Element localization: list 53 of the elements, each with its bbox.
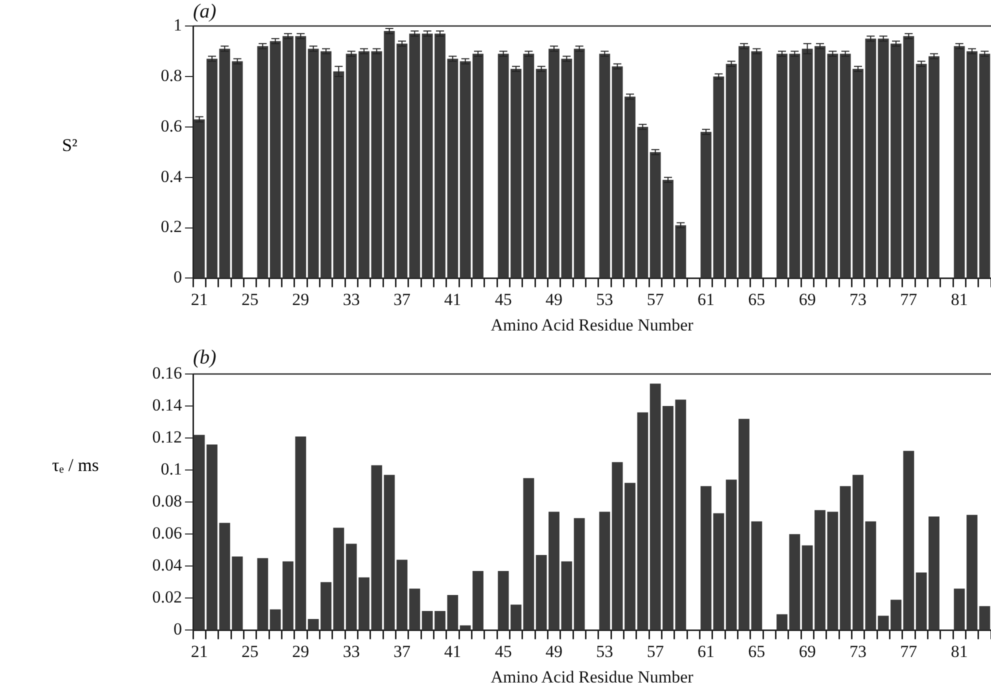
x-tick-label: 45 xyxy=(494,642,512,661)
x-tick-label: 65 xyxy=(748,290,766,309)
x-tick-label: 37 xyxy=(394,290,411,309)
y-tick-label: 0.12 xyxy=(152,428,182,447)
x-axis-title: Amino Acid Residue Number xyxy=(490,667,694,686)
y-tick-label: 0.8 xyxy=(160,66,182,85)
x-tick-label: 49 xyxy=(546,290,562,309)
chart-title: (a) xyxy=(193,0,217,22)
y-axis-title: S² xyxy=(62,135,78,156)
x-tick-label: 69 xyxy=(798,290,816,309)
y-tick-label: 0.6 xyxy=(160,116,182,136)
y-tick-label: 0.1 xyxy=(160,460,182,479)
y-tick-label: 0.4 xyxy=(160,166,182,186)
x-tick-label: 37 xyxy=(394,642,411,661)
x-tick-label: 41 xyxy=(444,642,462,661)
x-tick-label: 65 xyxy=(748,642,766,661)
x-tick-label: 49 xyxy=(546,642,562,661)
x-tick-label: 53 xyxy=(596,290,614,309)
y-tick-label: 0.04 xyxy=(152,556,182,575)
x-tick-label: 57 xyxy=(646,290,664,309)
x-tick-label: 53 xyxy=(596,642,614,661)
x-tick-label: 61 xyxy=(698,290,714,309)
x-tick-label: 25 xyxy=(242,290,258,309)
x-tick-label: 29 xyxy=(292,642,310,661)
x-tick-label: 73 xyxy=(850,642,866,661)
x-tick-label: 21 xyxy=(190,290,208,309)
y-tick-label: 1 xyxy=(174,15,182,34)
x-tick-label: 61 xyxy=(698,642,714,661)
y-tick-label: 0.08 xyxy=(152,492,182,511)
y-axis-title: τₑ / ms xyxy=(52,455,99,476)
x-tick-label: 29 xyxy=(292,290,310,309)
y-tick-label: 0.14 xyxy=(152,395,182,414)
x-tick-label: 77 xyxy=(900,290,918,309)
y-tick-label: 0.02 xyxy=(152,588,182,607)
x-tick-label: 57 xyxy=(646,642,664,661)
x-tick-label: 81 xyxy=(950,290,968,309)
x-tick-label: 21 xyxy=(190,642,208,661)
y-tick-label: 0 xyxy=(174,268,182,287)
x-tick-label: 77 xyxy=(900,642,918,661)
x-tick-label: 33 xyxy=(342,290,360,309)
x-tick-label: 69 xyxy=(798,642,816,661)
y-tick-label: 0.2 xyxy=(160,217,182,236)
x-tick-label: 33 xyxy=(342,642,360,661)
x-tick-label: 41 xyxy=(444,290,462,309)
chart-title: (b) xyxy=(193,346,217,368)
y-tick-label: 0.06 xyxy=(152,524,182,543)
y-tick-label: 0.16 xyxy=(152,363,182,382)
y-tick-label: 0 xyxy=(174,620,182,639)
x-tick-label: 45 xyxy=(494,290,512,309)
x-tick-label: 25 xyxy=(242,642,258,661)
x-tick-label: 73 xyxy=(850,290,866,309)
x-tick-label: 81 xyxy=(950,642,968,661)
x-axis-title: Amino Acid Residue Number xyxy=(490,315,694,334)
